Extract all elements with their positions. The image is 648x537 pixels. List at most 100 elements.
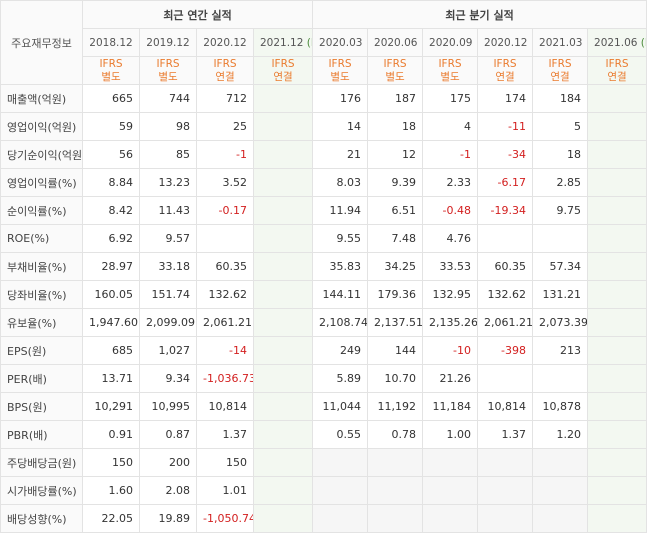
accounting-basis-header: IFRS 연결 xyxy=(252,56,314,85)
value-cell: 2.33 xyxy=(422,168,479,197)
row-label: 당기순이익(억원) xyxy=(0,140,83,169)
value-cell: 7.48 xyxy=(367,224,424,253)
table-row: PBR(배) 0.91 0.87 1.37 0.55 0.78 1.00 1.37 1.20 xyxy=(0,420,648,449)
value-cell xyxy=(587,112,648,141)
value-cell: -19.34 xyxy=(477,196,534,225)
value-cell xyxy=(312,476,369,505)
value-cell xyxy=(587,252,648,281)
value-cell: 22.05 xyxy=(82,504,140,533)
value-cell: 0.78 xyxy=(367,420,424,449)
value-cell: 2.85 xyxy=(532,168,589,197)
table-row: 배당성향(%) 22.05 19.89 -1,050.74 xyxy=(0,504,648,533)
corner-label: 주요재무정보 xyxy=(0,0,83,85)
accounting-basis-header: IFRS 별도 xyxy=(422,56,479,85)
period-label: 2018.12 xyxy=(89,36,133,49)
value-cell xyxy=(477,476,534,505)
value-cell: 176 xyxy=(312,84,369,113)
basis-label: 연결 xyxy=(495,70,515,83)
value-cell xyxy=(587,168,648,197)
value-cell xyxy=(532,224,589,253)
value-cell: 2,061.21 xyxy=(196,308,254,337)
ifrs-label: IFRS xyxy=(271,57,295,70)
value-cell xyxy=(312,504,369,533)
value-cell xyxy=(252,224,314,253)
basis-label: 별도 xyxy=(440,70,460,83)
value-cell: 10,814 xyxy=(477,392,534,421)
value-cell: 10,995 xyxy=(139,392,197,421)
value-cell xyxy=(477,224,534,253)
period-label: 2021.03 xyxy=(539,36,583,49)
value-cell: 1.37 xyxy=(196,420,254,449)
value-cell: 5.89 xyxy=(312,364,369,393)
value-cell xyxy=(422,476,479,505)
value-cell: 8.84 xyxy=(82,168,140,197)
value-cell: 9.55 xyxy=(312,224,369,253)
value-cell: -0.17 xyxy=(196,196,254,225)
value-cell: 2,073.39 xyxy=(532,308,589,337)
value-cell xyxy=(587,280,648,309)
value-cell: 665 xyxy=(82,84,140,113)
row-label: 순이익률(%) xyxy=(0,196,83,225)
period-header: 2020.09 xyxy=(422,28,479,57)
value-cell: 12 xyxy=(367,140,424,169)
value-cell: 184 xyxy=(532,84,589,113)
basis-label: 연결 xyxy=(215,70,235,83)
value-cell: 151.74 xyxy=(139,280,197,309)
value-cell: 685 xyxy=(82,336,140,365)
value-cell: 6.51 xyxy=(367,196,424,225)
accounting-basis-header: IFRS 별도 xyxy=(139,56,197,85)
value-cell: 60.35 xyxy=(477,252,534,281)
value-cell xyxy=(587,308,648,337)
value-cell: 10,878 xyxy=(532,392,589,421)
value-cell: -34 xyxy=(477,140,534,169)
value-cell: 2.08 xyxy=(139,476,197,505)
annual-group-header: 최근 연간 실적 xyxy=(81,0,314,29)
value-cell: 98 xyxy=(139,112,197,141)
value-cell: 213 xyxy=(532,336,589,365)
value-cell: 1,027 xyxy=(139,336,197,365)
value-cell: -398 xyxy=(477,336,534,365)
table-row: 영업이익(억원) 59 98 25 14 18 4 -11 5 xyxy=(0,112,648,141)
value-cell: -1,050.74 xyxy=(196,504,254,533)
value-cell xyxy=(587,336,648,365)
value-cell: 33.18 xyxy=(139,252,197,281)
value-cell xyxy=(367,504,424,533)
estimate-mark: (E) xyxy=(306,36,312,49)
basis-label: 별도 xyxy=(101,70,121,83)
value-cell xyxy=(196,224,254,253)
value-cell: 35.83 xyxy=(312,252,369,281)
value-cell: 9.34 xyxy=(139,364,197,393)
value-cell: 19.89 xyxy=(139,504,197,533)
value-cell xyxy=(477,504,534,533)
value-cell xyxy=(367,476,424,505)
table-row: PER(배) 13.71 9.34 -1,036.73 5.89 10.70 21.26 xyxy=(0,364,648,393)
value-cell xyxy=(252,84,314,113)
basis-label: 연결 xyxy=(273,70,293,83)
value-cell xyxy=(587,392,648,421)
value-cell: -0.48 xyxy=(422,196,479,225)
table-row: 부채비율(%) 28.97 33.18 60.35 35.83 34.25 33.53 60.… xyxy=(0,252,648,281)
value-cell xyxy=(532,448,589,477)
value-cell: 9.39 xyxy=(367,168,424,197)
quarter-group-header: 최근 분기 실적 xyxy=(312,0,648,29)
table-row: 당좌비율(%) 160.05 151.74 132.62 144.11 179.36 132… xyxy=(0,280,648,309)
period-label: 2021.06 xyxy=(594,36,638,49)
value-cell: 11,184 xyxy=(422,392,479,421)
period-label: 2020.09 xyxy=(429,36,473,49)
value-cell: 144.11 xyxy=(312,280,369,309)
value-cell: -14 xyxy=(196,336,254,365)
ifrs-label: IFRS xyxy=(99,57,123,70)
value-cell: -1 xyxy=(196,140,254,169)
value-cell: 1.60 xyxy=(82,476,140,505)
value-cell: 4.76 xyxy=(422,224,479,253)
row-label: 주당배당금(원) xyxy=(0,448,83,477)
accounting-basis-header: IFRS 별도 xyxy=(367,56,424,85)
estimate-mark: (E) xyxy=(640,36,646,49)
period-header: 2020.03 xyxy=(312,28,369,57)
value-cell: 144 xyxy=(367,336,424,365)
value-cell: 56 xyxy=(82,140,140,169)
value-cell xyxy=(587,476,648,505)
table-row: 유보율(%) 1,947.60 2,099.09 2,061.21 2,108.74 2,… xyxy=(0,308,648,337)
value-cell: 59 xyxy=(82,112,140,141)
value-cell: 8.42 xyxy=(82,196,140,225)
